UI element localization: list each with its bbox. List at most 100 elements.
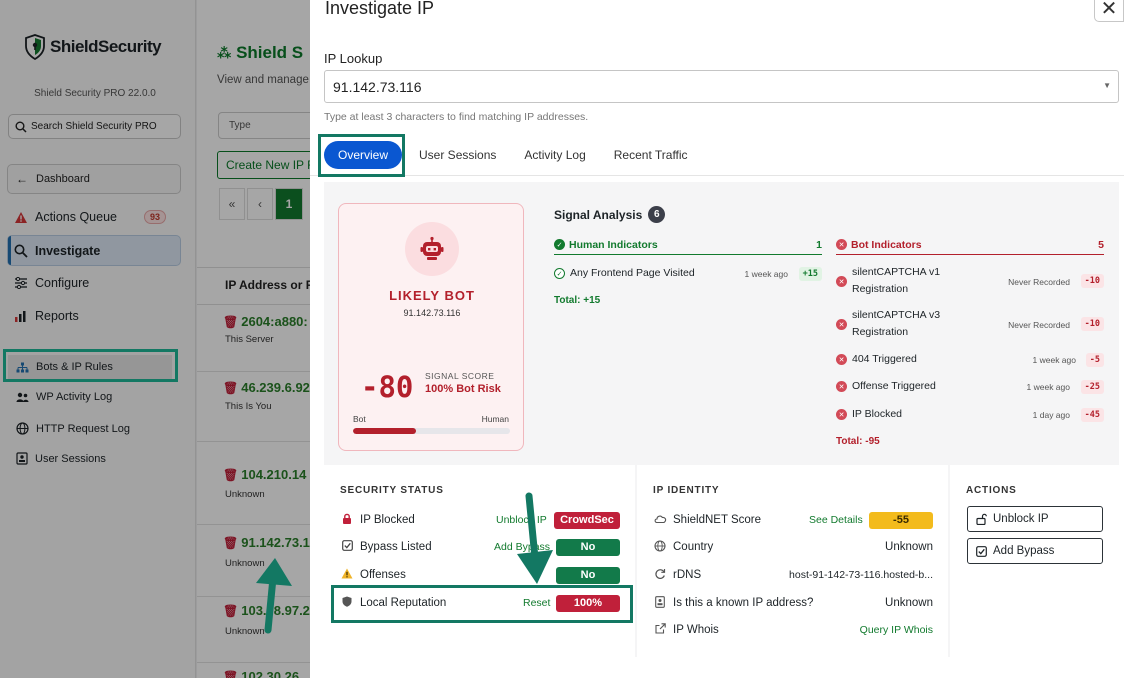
sidebar-item-wp-activity-log[interactable]: WP Activity Log [16, 391, 112, 403]
sidebar-item-bots-ip-rules[interactable]: Bots & IP Rules [16, 361, 113, 373]
status-row-ip-blocked: IP Blocked Unblock IP CrowdSec [340, 510, 620, 530]
indicator-points: -10 [1080, 317, 1104, 331]
unblock-ip-button[interactable]: Unblock IP [967, 506, 1103, 532]
sidebar-item-configure[interactable]: Configure [14, 276, 89, 290]
row-ip[interactable]: 91.142.73.1 [241, 535, 310, 550]
row-ip[interactable]: 104.210.14 [241, 467, 307, 482]
trash-icon[interactable]: 🗑 [223, 380, 239, 395]
check-circle-icon: ✓ [554, 239, 565, 250]
trash-icon[interactable]: 🗑 [223, 467, 239, 482]
shield-logo[interactable]: ShieldSecurity [24, 34, 162, 60]
tab-overview[interactable]: Overview [324, 141, 403, 169]
ip-lookup-select[interactable]: 91.142.73.116 ▼ [324, 70, 1119, 103]
offenses-status-badge: No [556, 566, 620, 584]
create-ip-rule-button[interactable]: Create New IP R [217, 151, 310, 179]
sidebar-item-label: HTTP Request Log [36, 422, 130, 435]
meter-human-label: Human [481, 414, 509, 424]
bot-indicators-header: ✕ Bot Indicators 5 [836, 235, 1104, 255]
dashboard-button[interactable]: ← Dashboard [7, 164, 181, 194]
type-filter-select[interactable]: Type [218, 112, 310, 139]
indicator-points: -25 [1080, 379, 1104, 394]
indicator-when: 1 day ago [1032, 409, 1070, 420]
sidebar: ShieldSecurity Shield Security PRO 22.0.… [0, 0, 196, 678]
tab-activity-log[interactable]: Activity Log [524, 148, 586, 162]
bot-human-meter-fill [353, 428, 416, 434]
indicator-points: +15 [798, 266, 822, 281]
x-circle-icon: ✕ [836, 239, 847, 250]
identity-row-known-ip: Is this a known IP address? Unknown [653, 593, 933, 613]
add-bypass-link[interactable]: Add Bypass [494, 541, 551, 553]
sidebar-item-label: Actions Queue [35, 210, 117, 224]
trash-icon[interactable]: 🗑 [223, 603, 239, 618]
sidebar-search-placeholder: Search Shield Security PRO [31, 121, 157, 132]
reset-reputation-link[interactable]: Reset [523, 597, 551, 609]
security-status-title: SECURITY STATUS [340, 485, 444, 496]
sidebar-item-http-request-log[interactable]: HTTP Request Log [16, 422, 130, 435]
trash-icon[interactable]: 🗑 [223, 535, 239, 550]
checkbox-icon [976, 545, 987, 557]
trash-icon[interactable]: 🗑 [223, 669, 239, 678]
row-ip[interactable]: 46.239.6.92 [241, 380, 310, 395]
row-ip[interactable]: 102.30.26. [241, 669, 303, 678]
pagination-first[interactable]: « [219, 188, 245, 220]
row-ip[interactable]: 2604:a880: [241, 314, 308, 329]
panel-title: Investigate IP [325, 0, 435, 18]
indicator-when: Never Recorded [1008, 320, 1070, 330]
identity-name: Country [673, 541, 714, 553]
status-name: Offenses [360, 569, 406, 581]
signal-score-label: SIGNAL SCORE [425, 371, 495, 381]
caret-down-icon: ▼ [1103, 81, 1111, 90]
close-button[interactable]: ✕ [1094, 0, 1124, 22]
table-row[interactable]: 🗑 102.30.26. [197, 663, 310, 678]
sidebar-search-input[interactable]: Search Shield Security PRO [8, 114, 181, 139]
table-row[interactable]: 🗑 104.210.14 Unknown [197, 458, 310, 525]
row-note: Unknown [225, 489, 265, 500]
identity-value: Unknown [885, 597, 933, 609]
table-row[interactable]: 🗑 2604:a880: This Server [197, 305, 310, 372]
modal-backdrop[interactable] [0, 0, 310, 678]
sidebar-item-label: WP Activity Log [36, 391, 113, 403]
pagination-current[interactable]: 1 [275, 188, 303, 220]
signal-analysis-label: Signal Analysis [554, 207, 643, 222]
sidebar-item-reports[interactable]: Reports [14, 309, 79, 323]
sidebar-item-actions-queue[interactable]: Actions Queue 93 [14, 210, 167, 224]
human-indicators-count: 1 [816, 238, 822, 251]
background-page: ⁂ Shield S View and manage Type Create N… [197, 0, 310, 678]
verdict-title: LIKELY BOT [389, 288, 475, 303]
see-details-link[interactable]: See Details [809, 514, 863, 526]
identity-row-rdns: rDNS host-91-142-73-116.hosted-b... [653, 565, 933, 585]
indicator-name: Any Frontend Page Visited [570, 267, 695, 279]
plugin-version: Shield Security PRO 22.0.0 [34, 88, 156, 99]
globe-icon [653, 539, 667, 555]
sidebar-item-investigate[interactable]: Investigate [14, 244, 100, 258]
tab-user-sessions[interactable]: User Sessions [419, 148, 497, 162]
check-circle-icon: ✓ [554, 268, 565, 279]
signal-analysis-title: Signal Analysis 6 [554, 206, 666, 223]
table-row[interactable]: 🗑 91.142.73.1 Unknown [197, 525, 310, 597]
sidebar-item-user-sessions[interactable]: User Sessions [16, 452, 106, 465]
row-note: Unknown [225, 626, 265, 637]
query-ip-whois-link[interactable]: Query IP Whois [859, 624, 933, 636]
arrow-left-icon: ← [16, 172, 28, 186]
unblock-ip-link[interactable]: Unblock IP [496, 514, 547, 526]
add-bypass-label: Add Bypass [993, 545, 1055, 557]
indicator-name: Offense Triggered [852, 380, 936, 392]
x-circle-icon: ✕ [836, 381, 847, 392]
shieldnet-score-badge: -55 [869, 511, 933, 529]
users-icon [16, 392, 29, 402]
close-icon: ✕ [1100, 0, 1118, 20]
bypass-status-badge: No [556, 538, 620, 556]
status-row-local-reputation: Local Reputation Reset 100% [340, 593, 620, 613]
reputation-status-badge: 100% [556, 594, 620, 612]
trash-icon[interactable]: 🗑 [223, 314, 239, 329]
table-row[interactable]: 🗑 46.239.6.92 This Is You [197, 372, 310, 442]
indicator-points: -10 [1080, 274, 1104, 288]
ip-identity-title: IP IDENTITY [653, 485, 720, 496]
indicator-when: Never Recorded [1008, 277, 1070, 287]
tab-recent-traffic[interactable]: Recent Traffic [613, 148, 688, 162]
status-name: Bypass Listed [360, 541, 432, 553]
shield-icon [340, 596, 354, 610]
add-bypass-button[interactable]: Add Bypass [967, 538, 1103, 564]
x-circle-icon: ✕ [836, 276, 847, 287]
pagination-prev[interactable]: ‹ [247, 188, 273, 220]
